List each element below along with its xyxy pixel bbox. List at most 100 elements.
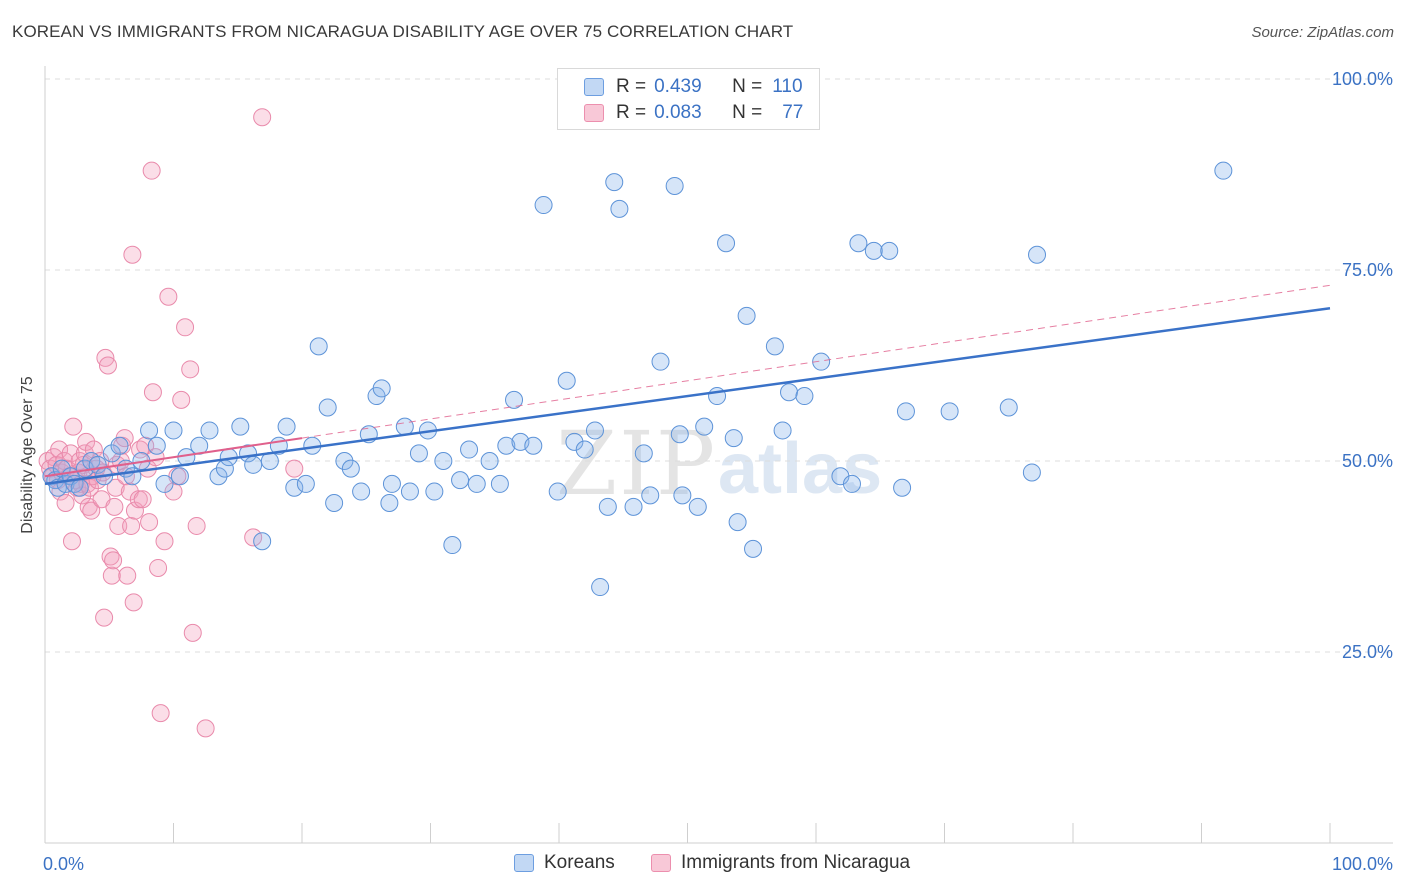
legend-item-koreans[interactable]: Koreans [514,852,615,874]
y-tick-label: 25.0% [1342,642,1393,662]
data-point-korean [765,337,784,356]
data-point-nicaragua [164,482,183,501]
data-point-korean [849,234,868,253]
data-point-korean [380,494,399,513]
series-legend: Koreans Immigrants from Nicaragua [0,852,1406,876]
legend-r-label: R = [616,102,647,123]
x-tick-label: 100.0% [1332,854,1393,874]
data-point-korean [1028,245,1047,264]
data-point-korean [382,474,401,493]
data-point-korean [565,432,584,451]
data-point-korean [896,402,915,421]
data-point-korean [695,417,714,436]
correlation-legend: R = 0.439 N = 110 R = 0.083 N = 77 [557,68,820,130]
data-point-korean [277,417,296,436]
data-point-nicaragua [253,108,272,127]
data-point-nicaragua [61,444,80,463]
legend-swatch-koreans [514,854,534,872]
data-point-korean [634,444,653,463]
data-point-nicaragua [82,501,101,520]
data-point-nicaragua [183,623,202,642]
data-point-nicaragua [143,383,162,402]
legend-n-label: N = [732,102,763,123]
data-point-korean [335,452,354,470]
legend-r-label: R = [616,76,647,97]
watermark-zip: ZIP [556,412,718,515]
data-point-korean [285,478,304,497]
data-point-korean [325,494,344,513]
data-point-nicaragua [106,478,125,497]
data-point-korean [880,241,899,260]
legend-swatch-nicaragua [584,104,604,122]
data-point-korean [724,429,743,448]
legend-r-value: 0.083 [654,102,702,123]
data-point-korean [497,436,516,455]
legend-row-koreans: R = 0.439 N = 110 [558,74,803,100]
chart-source: Source: ZipAtlas.com [1251,24,1394,41]
legend-label-nicaragua: Immigrants from Nicaragua [681,852,911,873]
data-point-korean [467,474,486,493]
data-point-korean [651,352,670,371]
data-point-korean [864,241,883,260]
data-point-korean [1022,463,1041,482]
data-point-korean [585,421,604,440]
data-point-korean [575,440,594,459]
data-point-korean [534,196,553,215]
x-tick-label: 0.0% [43,854,84,874]
data-point-korean [591,578,610,597]
y-tick-label: 75.0% [1342,260,1393,280]
data-point-korean [670,425,689,444]
data-point-korean [717,234,736,253]
data-point-korean [1214,161,1233,180]
data-point-korean [728,513,747,532]
data-point-nicaragua [105,497,124,516]
data-point-nicaragua [244,528,263,547]
data-point-korean [460,440,479,459]
data-point-korean [893,478,912,497]
data-point-korean [244,455,263,474]
data-point-nicaragua [176,318,195,337]
data-point-nicaragua [140,513,159,532]
data-point-korean [524,436,543,455]
data-point-korean [605,173,624,192]
data-point-korean [940,402,959,421]
data-point-korean [102,444,121,463]
legend-swatch-koreans [584,78,604,96]
legend-r-value: 0.439 [654,76,702,97]
data-point-nicaragua [80,478,99,497]
grid-lines [45,78,1393,653]
data-point-nicaragua [109,516,128,535]
data-point-korean [253,532,272,551]
data-point-korean [744,539,763,558]
trend-lines [44,284,1331,486]
data-point-korean [70,478,89,497]
data-point-korean [209,467,228,486]
data-point-korean [155,474,174,493]
data-point-korean [999,398,1018,417]
data-point-korean [140,421,159,440]
data-point-korean [170,467,189,486]
data-point-nicaragua [155,532,174,551]
data-point-korean [164,421,183,440]
data-point-korean [842,474,861,493]
data-point-nicaragua [142,161,161,180]
chart-title: KOREAN VS IMMIGRANTS FROM NICARAGUA DISA… [12,22,794,41]
legend-row-nicaragua: R = 0.083 N = 77 [558,100,803,126]
data-point-korean [641,486,660,505]
data-point-korean [480,452,499,470]
data-point-nicaragua [56,494,75,513]
data-point-korean [737,306,756,325]
data-point-korean [548,482,567,501]
data-point-korean [425,482,444,501]
legend-swatch-nicaragua [651,854,671,872]
data-point-korean [610,199,629,218]
data-point-nicaragua [62,532,81,551]
data-point-nicaragua [196,719,215,738]
data-point-korean [505,390,524,409]
watermark-atlas: atlas [718,429,883,509]
data-point-korean [231,417,250,436]
legend-item-nicaragua[interactable]: Immigrants from Nicaragua [651,852,910,874]
data-point-nicaragua [133,490,152,509]
tick-labels: 25.0% 50.0% 75.0% 100.0% 0.0% 100.0% [43,69,1393,874]
data-point-korean [200,421,219,440]
